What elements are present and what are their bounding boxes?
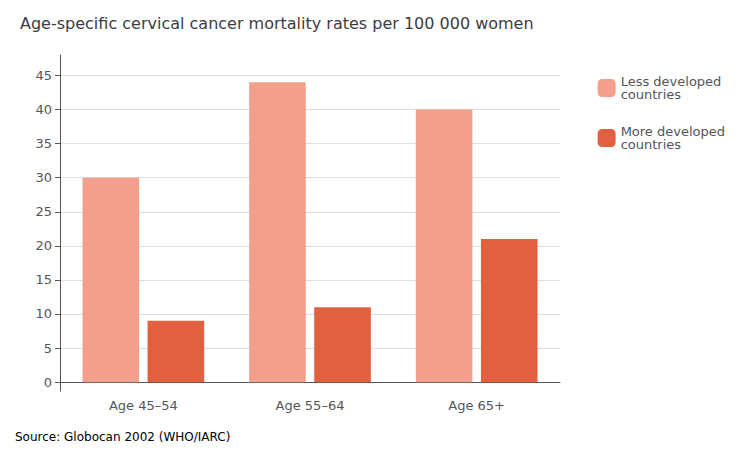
svg-text:Age-specific cervical cancer m: Age-specific cervical cancer mortality r…	[20, 14, 534, 33]
svg-text:Age 45–54: Age 45–54	[109, 398, 178, 413]
svg-text:countries: countries	[621, 137, 682, 152]
svg-text:5: 5	[44, 341, 52, 356]
svg-text:Less developed: Less developed	[620, 74, 722, 89]
svg-text:25: 25	[35, 204, 52, 219]
svg-text:0: 0	[44, 375, 52, 390]
svg-text:Age 55–64: Age 55–64	[276, 398, 345, 413]
svg-text:45: 45	[35, 68, 52, 83]
svg-text:countries: countries	[621, 87, 682, 102]
svg-text:40: 40	[35, 102, 52, 117]
svg-text:30: 30	[35, 170, 52, 185]
svg-text:Source: Globocan 2002 (WHO/IAR: Source: Globocan 2002 (WHO/IARC)	[15, 430, 230, 444]
svg-text:35: 35	[35, 136, 52, 151]
svg-text:15: 15	[35, 272, 52, 287]
svg-text:10: 10	[35, 306, 52, 321]
svg-text:More developed: More developed	[620, 124, 725, 139]
svg-text:Age 65+: Age 65+	[448, 398, 505, 413]
svg-text:20: 20	[35, 238, 52, 253]
